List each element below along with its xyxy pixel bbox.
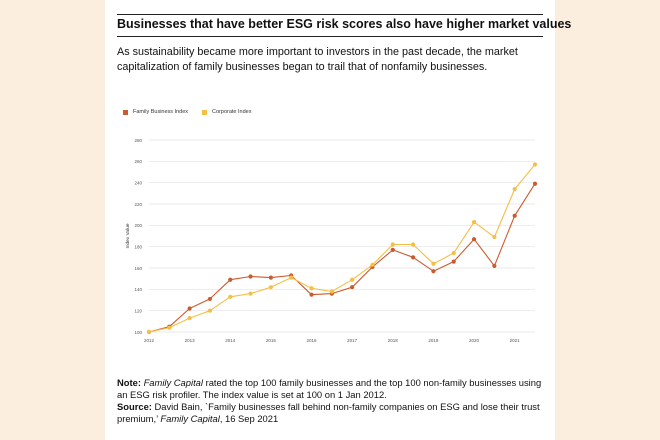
data-point-corporate bbox=[248, 291, 253, 296]
data-point-corporate bbox=[167, 325, 172, 330]
x-tick-label: 2013 bbox=[185, 338, 196, 343]
data-point-corporate bbox=[329, 289, 334, 294]
x-tick-label: 2015 bbox=[266, 338, 277, 343]
title-rule bbox=[117, 36, 543, 37]
data-point-corporate bbox=[268, 285, 273, 290]
x-tick-label: 2019 bbox=[428, 338, 439, 343]
source-text: David Bain, `Family businesses fall behi… bbox=[117, 401, 540, 424]
legend-item-corporate: Corporate Index bbox=[202, 109, 251, 115]
data-point-corporate bbox=[390, 242, 395, 247]
x-tick-label: 2012 bbox=[144, 338, 155, 343]
source-date: , 16 Sep 2021 bbox=[219, 413, 279, 424]
note-block: Note: Family Capital rated the top 100 f… bbox=[117, 377, 551, 425]
y-tick-label: 220 bbox=[134, 202, 142, 207]
data-point-family bbox=[309, 292, 314, 297]
data-point-family bbox=[492, 263, 497, 268]
y-tick-label: 240 bbox=[134, 180, 142, 185]
legend-swatch-corporate bbox=[202, 109, 208, 115]
data-point-corporate bbox=[492, 234, 497, 240]
data-point-family bbox=[228, 277, 233, 282]
data-point-corporate bbox=[512, 186, 517, 192]
note-text: rated the top 100 family businesses and … bbox=[117, 377, 542, 400]
x-tick-label: 2017 bbox=[347, 338, 358, 343]
top-rule bbox=[117, 14, 543, 15]
source-italic: Family Capital bbox=[160, 413, 220, 424]
data-point-corporate bbox=[309, 286, 314, 291]
data-point-corporate bbox=[411, 242, 416, 247]
data-point-corporate bbox=[350, 277, 355, 282]
data-point-family bbox=[471, 237, 477, 242]
legend-swatch-family bbox=[123, 109, 128, 115]
note-italic: Family Capital bbox=[143, 377, 203, 388]
y-tick-label: 280 bbox=[134, 138, 142, 143]
source-line: Source: David Bain, `Family businesses f… bbox=[117, 401, 551, 425]
data-point-family bbox=[532, 181, 538, 186]
data-point-corporate bbox=[289, 275, 294, 280]
data-point-corporate bbox=[532, 162, 538, 167]
series-line-corporate bbox=[148, 164, 536, 333]
x-tick-label: 2020 bbox=[469, 338, 480, 343]
data-point-family bbox=[512, 213, 517, 218]
series-line-family bbox=[148, 183, 536, 333]
legend-label-corporate: Corporate Index bbox=[212, 109, 252, 115]
y-axis-label: Index Value bbox=[125, 223, 131, 248]
y-tick-label: 200 bbox=[134, 223, 142, 228]
x-tick-label: 2014 bbox=[225, 338, 236, 343]
data-point-family bbox=[268, 275, 273, 280]
data-point-corporate bbox=[471, 220, 477, 225]
data-point-family bbox=[390, 247, 395, 252]
data-point-corporate bbox=[187, 316, 192, 321]
note-label: Note: bbox=[117, 377, 141, 388]
chart-subtitle: As sustainability became more important … bbox=[117, 46, 518, 73]
data-point-corporate bbox=[370, 262, 375, 267]
data-point-family bbox=[411, 255, 416, 260]
data-point-family bbox=[350, 285, 355, 290]
data-point-corporate bbox=[451, 250, 456, 256]
line-chart: 100 120 140 160 180 200 220 240 260 280 2012 2013 20… bbox=[125, 138, 538, 343]
y-tick-label: 120 bbox=[134, 308, 142, 313]
y-tick-label: 160 bbox=[134, 266, 142, 271]
data-point-family bbox=[187, 306, 192, 311]
legend: Family Business Index Corporate Index bbox=[123, 109, 251, 115]
source-label: Source: bbox=[117, 401, 152, 412]
data-point-family bbox=[207, 296, 213, 302]
y-tick-label: 180 bbox=[134, 244, 142, 249]
y-tick-label: 100 bbox=[134, 330, 142, 335]
note-line: Note: Family Capital rated the top 100 f… bbox=[117, 377, 551, 401]
data-point-family bbox=[451, 259, 456, 264]
y-tick-label: 140 bbox=[134, 287, 142, 292]
data-point-corporate bbox=[431, 261, 436, 266]
data-point-corporate bbox=[228, 294, 233, 299]
data-point-corporate bbox=[146, 329, 152, 335]
x-tick-label: 2021 bbox=[510, 338, 521, 343]
chart-title: Businesses that have better ESG risk sco… bbox=[117, 17, 572, 31]
data-point-family bbox=[248, 274, 253, 279]
x-tick-label: 2018 bbox=[388, 338, 399, 343]
data-point-family bbox=[431, 269, 436, 274]
y-tick-label: 260 bbox=[134, 159, 142, 164]
data-point-corporate bbox=[207, 308, 213, 313]
chart-card: Businesses that have better ESG risk sco… bbox=[105, 0, 572, 440]
legend-label-family: Family Business Index bbox=[133, 109, 189, 115]
legend-item-family: Family Business Index bbox=[123, 109, 188, 115]
x-tick-label: 2016 bbox=[307, 338, 318, 343]
